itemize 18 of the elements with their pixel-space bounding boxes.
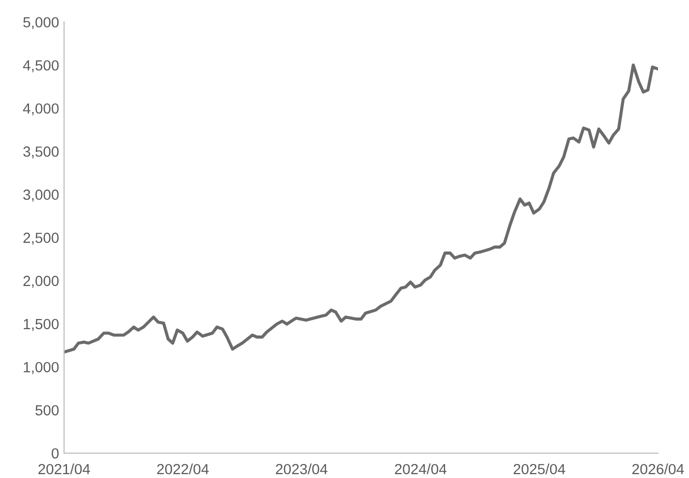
y-tick-label: 4,500 (23, 60, 59, 72)
y-tick-label: 1,500 (24, 318, 59, 331)
y-tick-label: 2,500 (23, 232, 59, 245)
x-tick-label: 2021/04 (38, 464, 90, 474)
line-series (64, 63, 658, 354)
y-tick-label: 3,000 (23, 190, 59, 202)
y-tick-label: 0 (52, 448, 59, 459)
y-tick-label: 2,000 (23, 276, 59, 288)
y-tick-label: 3,500 (23, 146, 59, 158)
y-tick-label: 1,000 (24, 362, 59, 374)
x-tick-label: 2022/04 (157, 464, 209, 474)
y-tick-label: 5,000 (23, 17, 59, 30)
x-tick-label: 2023/04 (276, 464, 328, 474)
y-tick-label: 4,000 (23, 103, 59, 116)
x-tick-label: 2024/04 (394, 464, 446, 474)
y-tick-label: 500 (35, 405, 59, 416)
x-tick-label: 2026/04 (632, 464, 684, 474)
x-tick-label: 2025/04 (514, 464, 566, 474)
